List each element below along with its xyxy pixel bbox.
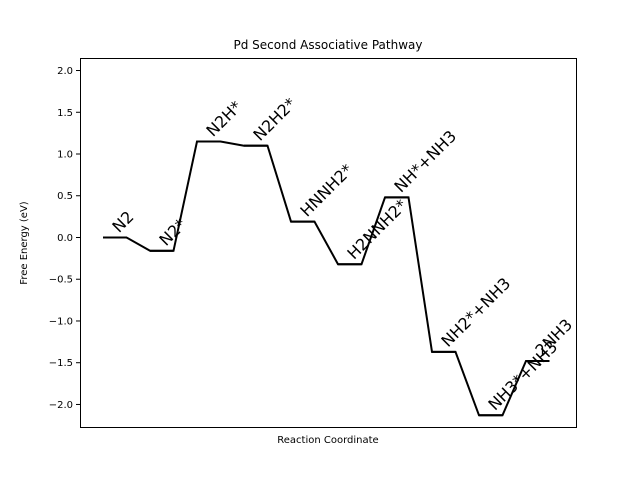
- y-axis-title: Free Energy (eV): [19, 201, 30, 284]
- y-axis-ticks: −2.0 −1.5 −1.0 −0.5 0.0 0.5 1.0 1.5 2.0: [49, 66, 80, 411]
- y-tick-label: 1.5: [57, 108, 73, 119]
- x-axis-title: Reaction Coordinate: [277, 435, 378, 446]
- y-tick-label: −1.0: [49, 316, 73, 327]
- y-tick-label: −2.0: [49, 400, 73, 411]
- y-tick-label: −1.5: [49, 358, 73, 369]
- plot-area: [103, 140, 550, 417]
- y-tick-label: 1.0: [57, 150, 73, 161]
- energy-profile-line: [103, 140, 550, 417]
- plot-frame: [80, 58, 577, 428]
- y-tick-label: 0.0: [57, 233, 73, 244]
- y-tick-label: 2.0: [57, 66, 73, 77]
- y-tick-label: 0.5: [57, 191, 73, 202]
- chart-title: Pd Second Associative Pathway: [234, 38, 423, 52]
- y-tick-label: −0.5: [49, 275, 73, 286]
